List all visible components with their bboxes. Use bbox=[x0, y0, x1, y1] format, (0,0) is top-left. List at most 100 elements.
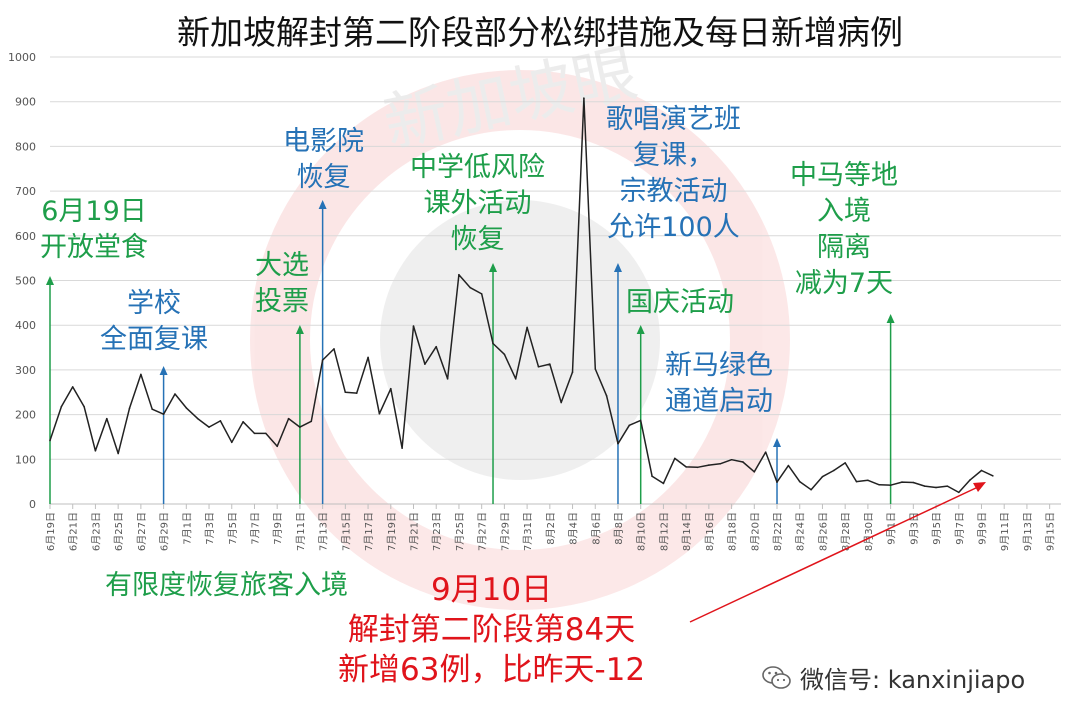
data-point bbox=[617, 442, 619, 445]
annotation-quarantine: 中马等地 入境 隔离 减为7天 bbox=[790, 160, 898, 299]
data-point bbox=[560, 401, 562, 404]
annotation-dine-in: 6月19日 开放堂食 bbox=[40, 196, 148, 263]
y-tick-label: 900 bbox=[15, 96, 36, 109]
annotation-arrow-head bbox=[613, 263, 622, 272]
annotation-arrow-head bbox=[46, 276, 54, 285]
x-tick-label: 8月16日 bbox=[704, 512, 716, 551]
data-point bbox=[639, 419, 642, 422]
x-tick-label: 7月27日 bbox=[477, 512, 489, 551]
data-point bbox=[117, 452, 119, 455]
x-tick-label: 9月1日 bbox=[886, 512, 898, 545]
data-point bbox=[140, 373, 142, 376]
x-tick-label: 8月14日 bbox=[681, 512, 693, 551]
data-point bbox=[514, 378, 517, 380]
data-point bbox=[583, 97, 585, 99]
x-tick-label: 9月5日 bbox=[931, 512, 943, 545]
data-point bbox=[503, 353, 506, 356]
annotation-national-day: 国庆活动 bbox=[626, 287, 734, 318]
x-tick-label: 8月22日 bbox=[772, 512, 784, 551]
data-point bbox=[923, 485, 926, 487]
data-point bbox=[810, 488, 812, 491]
x-tick-label: 9月9日 bbox=[976, 512, 988, 545]
data-point bbox=[912, 481, 915, 484]
x-tick-label: 9月3日 bbox=[908, 512, 920, 545]
watermark-core bbox=[380, 200, 660, 480]
y-tick-label: 100 bbox=[15, 453, 36, 466]
x-tick-label: 7月31日 bbox=[522, 512, 534, 551]
data-point bbox=[469, 286, 472, 289]
x-tick-label: 8月10日 bbox=[636, 512, 648, 551]
x-tick-label: 7月13日 bbox=[318, 512, 330, 551]
data-point bbox=[696, 466, 699, 469]
data-point bbox=[424, 363, 426, 365]
data-point bbox=[355, 392, 358, 394]
y-tick-label: 800 bbox=[15, 140, 36, 153]
data-point bbox=[401, 447, 403, 449]
data-point bbox=[333, 348, 335, 350]
annotation-singing: 歌唱演艺班 复课， 宗教活动 允许100人 bbox=[606, 104, 741, 243]
data-point bbox=[571, 371, 574, 373]
annotation-arrow-head bbox=[773, 438, 782, 447]
y-tick-label: 500 bbox=[15, 275, 36, 288]
data-point bbox=[480, 293, 483, 295]
data-point bbox=[957, 491, 960, 494]
x-tick-label: 7月25日 bbox=[454, 512, 466, 551]
data-point bbox=[162, 413, 165, 415]
data-point bbox=[151, 408, 154, 411]
wechat-footer: 微信号: kanxinjiapo bbox=[762, 660, 1025, 695]
data-point bbox=[878, 483, 881, 486]
watermark-logo: 新加坡眼 bbox=[250, 37, 790, 610]
data-point bbox=[83, 405, 85, 408]
x-tick-label: 8月2日 bbox=[545, 512, 557, 545]
x-tick-label: 9月15日 bbox=[1045, 512, 1057, 551]
x-tick-label: 8月4日 bbox=[568, 512, 580, 545]
y-tick-label: 0 bbox=[29, 498, 36, 511]
x-tick-label: 7月11日 bbox=[295, 512, 307, 551]
data-point bbox=[980, 469, 983, 472]
data-point bbox=[719, 462, 722, 465]
y-tick-label: 700 bbox=[15, 185, 36, 198]
data-point bbox=[310, 420, 313, 423]
x-tick-label: 7月19日 bbox=[386, 512, 398, 551]
annotation-arrow-head bbox=[295, 325, 304, 334]
data-point bbox=[378, 412, 381, 415]
data-point bbox=[105, 417, 108, 420]
data-point bbox=[969, 479, 971, 481]
data-point bbox=[901, 481, 903, 483]
data-point bbox=[367, 356, 369, 359]
data-point bbox=[230, 441, 233, 444]
x-tick-label: 9月11日 bbox=[999, 512, 1011, 551]
x-tick-label: 7月15日 bbox=[340, 512, 352, 551]
data-point bbox=[889, 484, 892, 487]
data-point bbox=[412, 325, 415, 327]
data-point bbox=[605, 395, 608, 397]
x-tick-label: 8月20日 bbox=[749, 512, 761, 551]
data-point bbox=[276, 445, 278, 448]
data-point bbox=[537, 365, 540, 368]
data-point bbox=[94, 450, 97, 452]
data-point bbox=[651, 475, 653, 478]
data-point bbox=[526, 326, 528, 329]
data-point bbox=[208, 426, 210, 428]
y-tick-label: 600 bbox=[15, 230, 36, 243]
data-point bbox=[344, 391, 347, 394]
data-point bbox=[867, 479, 869, 482]
today-pointer-line bbox=[689, 486, 979, 623]
x-tick-label: 6月25日 bbox=[113, 512, 125, 551]
x-tick-label: 6月27日 bbox=[136, 512, 148, 551]
x-tick-label: 7月23日 bbox=[431, 512, 443, 551]
annotation-travellers: 有限度恢复旅客入境 bbox=[105, 570, 348, 601]
data-point bbox=[253, 432, 256, 435]
data-point bbox=[730, 458, 733, 461]
data-point bbox=[60, 405, 63, 408]
wechat-id-label: 微信号: kanxinjiapo bbox=[800, 666, 1026, 694]
annotation-green-lane: 新马绿色 通道启动 bbox=[665, 350, 773, 417]
data-point bbox=[821, 475, 824, 478]
x-tick-label: 8月28日 bbox=[840, 512, 852, 551]
data-point bbox=[321, 359, 324, 361]
data-point bbox=[742, 461, 744, 463]
annotation-arrow-head bbox=[318, 200, 327, 209]
annotation-arrow-head bbox=[636, 325, 645, 334]
